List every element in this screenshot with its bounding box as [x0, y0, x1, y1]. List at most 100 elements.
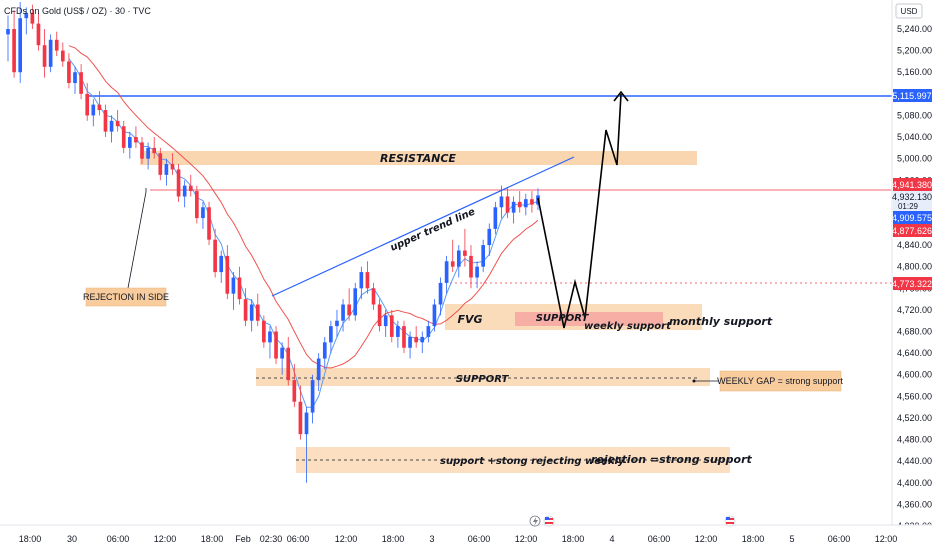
candle-body [170, 164, 175, 170]
price-tick-label: 5,240.000 [897, 24, 932, 34]
candle-body [237, 277, 242, 300]
candle-body [347, 304, 351, 316]
price-plate-red-text: 4,941.380 [892, 180, 932, 190]
price-plate-ma-fast: 4,909.575 [892, 211, 932, 224]
time-tick-label: 12:00 [515, 534, 538, 544]
candle-body [420, 336, 425, 343]
candle-body [207, 207, 211, 240]
candle-body [243, 299, 248, 321]
currency-label: USD [901, 7, 918, 16]
candle-body [109, 120, 114, 132]
candle-body [158, 153, 163, 175]
support-box-label: SUPPORT [536, 313, 590, 324]
candle-body [85, 93, 90, 116]
candle-body [523, 199, 528, 208]
time-tick-label: 12:00 [875, 534, 898, 544]
candle-body [292, 380, 297, 402]
candle-body [530, 199, 534, 205]
time-tick-label: 4 [609, 534, 614, 544]
candle-body [61, 50, 65, 62]
symbol-title[interactable]: CFDs on Gold (US$ / OZ) · 30 · TVC [4, 6, 151, 16]
support-zone [256, 368, 710, 386]
price-plate-dashed: 4,773.322 [892, 277, 932, 290]
time-tick-label: 18:00 [19, 534, 42, 544]
candle-body [115, 120, 120, 127]
us-flag-event-icon-2[interactable] [724, 515, 736, 527]
currency-badge[interactable]: USD [895, 3, 923, 19]
price-tick-label: 4,600.000 [897, 370, 932, 380]
candle-body [164, 164, 169, 175]
price-tick-label: 4,520.000 [897, 413, 932, 423]
time-tick-label: 06:00 [287, 534, 310, 544]
us-flag-event-icon[interactable] [543, 515, 555, 527]
candle-body [341, 304, 345, 321]
price-plate-dashed-text: 4,773.322 [892, 279, 932, 289]
time-axis[interactable] [0, 525, 932, 550]
candle-body [456, 250, 461, 267]
candle-body [121, 126, 126, 148]
price-tick-label: 4,400.000 [897, 478, 932, 488]
rejection-badge: REJECTION IN SIDE [83, 287, 169, 307]
candle-body [481, 245, 485, 267]
candle-body [24, 12, 29, 19]
monthly-support-label: monthly support [669, 315, 773, 328]
price-tick-label: 4,440.000 [897, 456, 932, 466]
upper-trend-line[interactable] [271, 156, 575, 297]
price-plate-blue: 5,115.997 [892, 89, 932, 102]
candle-body [487, 228, 492, 246]
price-tick-label: 4,680.000 [897, 327, 932, 337]
support-highlight [515, 312, 663, 326]
time-tick-label: 18:00 [201, 534, 224, 544]
candle-body [48, 39, 53, 67]
weekly-gap-dot [692, 379, 696, 383]
price-tick-label: 4,800.000 [897, 262, 932, 272]
price-plate-current-text: 4,932.130 [892, 192, 932, 202]
time-tick-label: 12:00 [335, 534, 358, 544]
time-tick-label: 06:00 [107, 534, 130, 544]
projected-path[interactable] [537, 93, 622, 329]
candle-body [103, 110, 108, 132]
price-tick-label: 4,640.000 [897, 348, 932, 358]
time-tick-label: 18:00 [742, 534, 765, 544]
candle-body [140, 142, 144, 159]
candle-body [414, 336, 418, 343]
candle-body [298, 401, 303, 435]
candle-body [396, 326, 400, 337]
candle-body [329, 326, 333, 343]
price-tick-label: 5,000.000 [897, 154, 932, 164]
time-tick-label: 06:00 [468, 534, 491, 544]
price-plate-ma-fast-text: 4,909.575 [892, 213, 932, 223]
time-tick-label: 12:00 [695, 534, 718, 544]
candle-body [12, 29, 16, 73]
lightning-event-icon[interactable] [529, 515, 541, 527]
price-plate-countdown: 01:29 [898, 202, 919, 211]
candle-body [408, 336, 412, 348]
candle-body [152, 147, 157, 154]
candle-body [249, 304, 254, 321]
candle-body [213, 239, 217, 273]
candle-body [432, 304, 437, 327]
price-axis[interactable] [892, 0, 932, 525]
price-plate-blue-text: 5,115.997 [892, 91, 931, 101]
candle-body [36, 23, 41, 46]
candle-body [463, 250, 467, 256]
candle-body [310, 380, 315, 413]
candle-body [176, 169, 181, 197]
candle-body [511, 201, 516, 213]
candle-body [493, 207, 498, 229]
candle-body [79, 72, 83, 94]
candle-body [304, 412, 309, 435]
projection-arrowhead [613, 90, 629, 102]
candle-body [146, 147, 150, 159]
time-tick-label: 06:00 [648, 534, 671, 544]
time-tick-label: 12:00 [154, 534, 177, 544]
time-tick-label: 06:00 [828, 534, 851, 544]
candle-body [225, 255, 230, 294]
candle-body [499, 196, 504, 208]
price-tick-label: 4,840.000 [897, 240, 932, 250]
time-tick-label: 30 [67, 534, 77, 544]
candle-body [73, 72, 77, 84]
slow-moving-average-line [68, 45, 539, 369]
candle-body [274, 331, 278, 359]
